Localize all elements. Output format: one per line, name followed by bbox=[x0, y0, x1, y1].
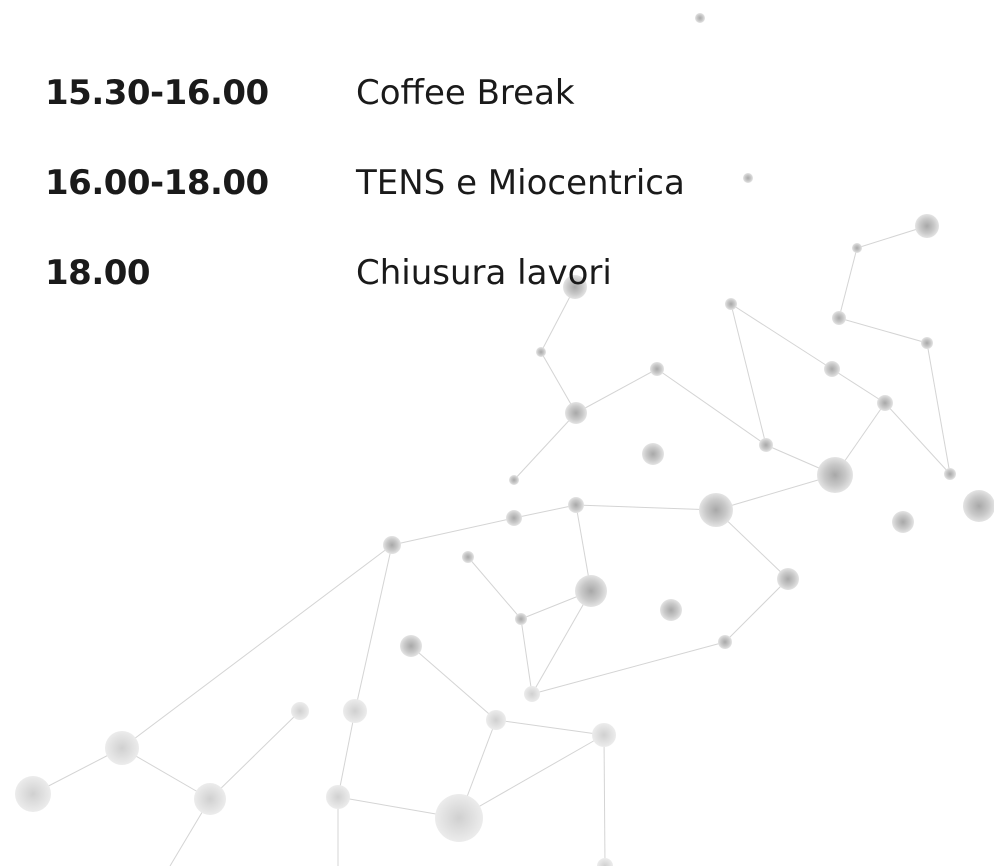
network-node bbox=[597, 858, 613, 866]
network-edge bbox=[467, 556, 522, 620]
schedule-item: 16.00-18.00 TENS e Miocentrica bbox=[45, 138, 685, 228]
network-edge bbox=[730, 303, 833, 370]
schedule-title: TENS e Miocentrica bbox=[356, 163, 685, 203]
network-edge bbox=[838, 247, 858, 319]
network-node bbox=[877, 395, 893, 411]
network-node bbox=[343, 699, 367, 723]
network-node bbox=[506, 510, 522, 526]
network-node bbox=[486, 710, 506, 730]
network-edge bbox=[410, 645, 497, 721]
network-node bbox=[699, 493, 733, 527]
network-edge bbox=[121, 544, 393, 749]
network-node bbox=[515, 613, 527, 625]
network-edge bbox=[831, 368, 886, 404]
network-node bbox=[832, 311, 846, 325]
network-node bbox=[660, 599, 682, 621]
network-node bbox=[592, 723, 616, 747]
network-node bbox=[642, 443, 664, 465]
network-edge bbox=[520, 618, 533, 695]
network-edge bbox=[531, 590, 592, 695]
network-edge bbox=[391, 517, 515, 546]
network-node bbox=[563, 275, 587, 299]
schedule-time: 16.00-18.00 bbox=[45, 163, 269, 203]
network-node bbox=[194, 783, 226, 815]
network-edge bbox=[495, 719, 605, 736]
schedule-time: 18.00 bbox=[45, 253, 151, 293]
network-edge bbox=[856, 225, 928, 249]
network-node bbox=[400, 635, 422, 657]
network-edge bbox=[575, 368, 658, 414]
network-edge bbox=[715, 474, 836, 511]
network-edge bbox=[337, 710, 356, 798]
network-edge bbox=[730, 303, 767, 446]
network-edge bbox=[603, 734, 606, 866]
schedule-item: 18.00 Chiusura lavori bbox=[45, 228, 685, 318]
network-node bbox=[743, 173, 753, 183]
network-node bbox=[944, 468, 956, 480]
schedule-list: 15.30-16.00 Coffee Break 16.00-18.00 TENS e… bbox=[45, 48, 685, 318]
network-edge bbox=[531, 641, 726, 695]
network-node bbox=[462, 551, 474, 563]
network-node bbox=[892, 511, 914, 533]
network-node bbox=[725, 298, 737, 310]
network-node bbox=[650, 362, 664, 376]
network-node bbox=[759, 438, 773, 452]
network-edge bbox=[656, 368, 767, 446]
network-node bbox=[435, 794, 483, 842]
network-edge bbox=[838, 317, 928, 344]
network-edge bbox=[458, 734, 605, 819]
network-edge bbox=[884, 402, 951, 475]
network-node bbox=[383, 536, 401, 554]
network-edge bbox=[540, 286, 576, 353]
network-node bbox=[695, 13, 705, 23]
network-edge bbox=[354, 544, 393, 712]
network-node bbox=[524, 686, 540, 702]
schedule-item: 15.30-16.00 Coffee Break bbox=[45, 48, 685, 138]
network-node bbox=[915, 214, 939, 238]
network-node bbox=[921, 337, 933, 349]
network-edge bbox=[540, 351, 577, 414]
network-node bbox=[536, 347, 546, 357]
network-edge bbox=[724, 578, 789, 643]
network-node bbox=[824, 361, 840, 377]
schedule-title: Chiusura lavori bbox=[356, 253, 612, 293]
network-node bbox=[509, 475, 519, 485]
network-node bbox=[718, 635, 732, 649]
schedule-title: Coffee Break bbox=[356, 73, 575, 113]
network-node bbox=[852, 243, 862, 253]
network-edge bbox=[513, 412, 577, 481]
network-node bbox=[326, 785, 350, 809]
network-node bbox=[963, 490, 994, 522]
network-node bbox=[105, 731, 139, 765]
network-node bbox=[575, 575, 607, 607]
network-node bbox=[291, 702, 309, 720]
network-edge bbox=[926, 342, 951, 475]
network-edge bbox=[575, 504, 717, 511]
network-edge bbox=[209, 710, 301, 800]
network-node bbox=[568, 497, 584, 513]
network-edge bbox=[513, 504, 577, 519]
network-node bbox=[777, 568, 799, 590]
network-node bbox=[15, 776, 51, 812]
network-node bbox=[817, 457, 853, 493]
network-node bbox=[565, 402, 587, 424]
schedule-time: 15.30-16.00 bbox=[45, 73, 269, 113]
